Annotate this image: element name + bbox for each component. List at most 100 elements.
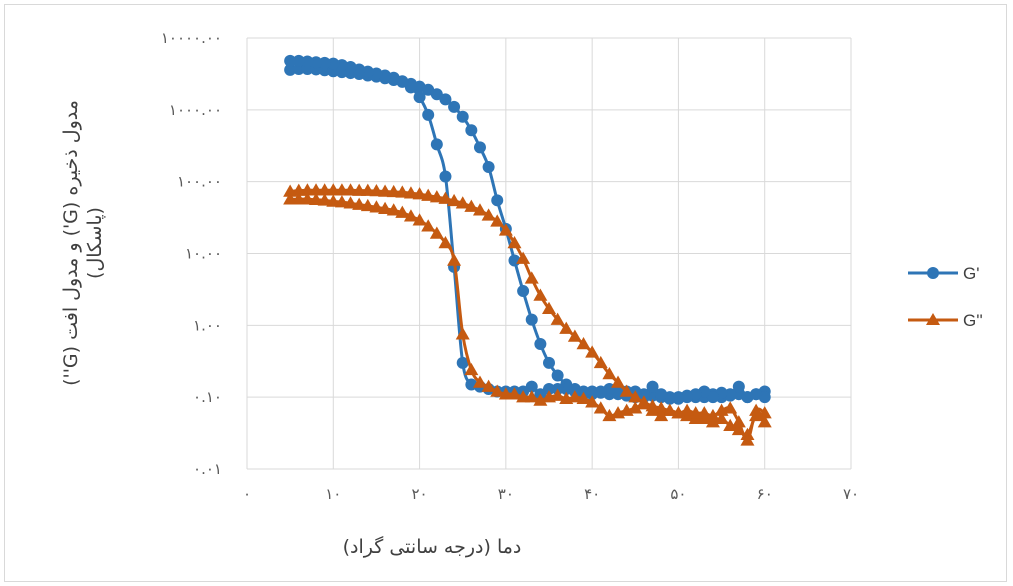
- data-point: [421, 219, 436, 232]
- data-point: [482, 161, 495, 174]
- data-point: [447, 193, 462, 207]
- series-g-prime: [284, 54, 771, 405]
- data-point: [662, 403, 677, 416]
- data-point: [464, 362, 479, 376]
- y-axis-title-line2: (پاسکال): [84, 207, 106, 279]
- data-point: [447, 253, 462, 266]
- data-point: [456, 110, 469, 123]
- data-point: [551, 369, 564, 382]
- data-point: [636, 397, 651, 410]
- data-point: [403, 186, 418, 199]
- data-point: [723, 418, 738, 432]
- data-point: [542, 301, 556, 315]
- data-point: [740, 433, 755, 446]
- legend-item-g-prime: G': [908, 264, 979, 283]
- x-tick-label: ۳۰: [498, 485, 514, 503]
- data-point: [481, 379, 496, 392]
- data-point: [490, 214, 505, 227]
- y-tick-label: ۰.۰۱: [193, 460, 222, 478]
- data-point: [706, 391, 719, 404]
- data-point: [507, 236, 522, 249]
- chart-svg: ۰ ۱۰ ۲۰ ۳۰ ۴۰ ۵۰ ۶۰ ۷۰ ۰.۰۱ ۰.۱۰ ۱.۰۰ ۱۰.۰۰ ۱۰۰.۰۰ ۱۰…: [60, 29, 983, 558]
- data-point: [654, 408, 669, 422]
- data-point: [593, 401, 608, 414]
- data-point: [395, 185, 410, 198]
- data-point: [602, 367, 617, 380]
- x-tick-label: ۱۰: [325, 485, 341, 503]
- y-axis-title: مدول ذخیره (G') و مدول افت (G'') (پاسکال…: [60, 100, 106, 386]
- data-point: [369, 184, 384, 197]
- series-g-double-prime: [283, 183, 772, 446]
- data-point: [438, 236, 453, 249]
- data-point: [723, 401, 738, 414]
- data-point: [318, 56, 331, 69]
- data-point: [343, 183, 358, 196]
- series-line: [290, 59, 766, 401]
- data-point: [714, 403, 729, 416]
- data-point: [585, 345, 600, 358]
- data-point: [550, 388, 565, 401]
- data-point: [472, 203, 487, 216]
- data-point: [611, 406, 626, 419]
- chart-frame: ۰ ۱۰ ۲۰ ۳۰ ۴۰ ۵۰ ۶۰ ۷۰ ۰.۰۱ ۰.۱۰ ۱.۰۰ ۱۰.۰۰ ۱۰۰.۰۰ ۱۰…: [4, 4, 1007, 582]
- data-point: [386, 184, 401, 198]
- data-point: [543, 382, 555, 395]
- data-point: [628, 390, 643, 403]
- data-point: [430, 88, 443, 101]
- data-point: [543, 356, 555, 369]
- data-point: [421, 188, 436, 201]
- x-tick-label: ۵۰: [670, 485, 686, 503]
- data-point: [439, 93, 452, 106]
- data-point: [533, 393, 548, 406]
- data-point: [559, 391, 574, 405]
- data-point: [412, 187, 427, 200]
- x-tick-label: ۰: [243, 485, 251, 503]
- data-point: [301, 55, 314, 68]
- data-point: [464, 199, 479, 212]
- legend-marker-g-double-prime: [926, 313, 940, 325]
- data-point: [576, 336, 591, 350]
- data-point: [646, 380, 659, 393]
- data-point: [645, 403, 660, 416]
- tick-layer: ۰ ۱۰ ۲۰ ۳۰ ۴۰ ۵۰ ۶۰ ۷۰ ۰.۰۱ ۰.۱۰ ۱.۰۰ ۱۰.۰۰ ۱۰۰.۰۰ ۱۰…: [161, 29, 859, 503]
- data-point: [602, 408, 617, 422]
- x-tick-label: ۶۰: [757, 485, 773, 503]
- data-point: [422, 108, 435, 121]
- data-point: [731, 415, 746, 428]
- y-tick-label: ۰.۱۰: [193, 388, 222, 406]
- data-point: [455, 196, 470, 209]
- data-point: [429, 226, 444, 239]
- x-tick-label: ۲۰: [412, 485, 428, 503]
- data-point: [292, 54, 305, 67]
- data-point: [378, 184, 393, 197]
- legend-marker-g-prime: [927, 267, 939, 279]
- data-point: [749, 403, 764, 416]
- data-point: [498, 223, 513, 236]
- series-line: [289, 67, 766, 401]
- x-tick-label: ۴۰: [584, 485, 600, 503]
- data-point: [550, 312, 565, 325]
- data-point: [473, 141, 486, 154]
- data-point: [481, 208, 496, 221]
- data-point: [705, 415, 720, 428]
- data-point: [404, 81, 417, 94]
- y-tick-label: ۱۰۰۰.۰۰: [169, 101, 222, 119]
- data-point: [413, 91, 426, 104]
- data-point: [524, 271, 539, 284]
- data-point: [465, 124, 478, 137]
- data-point: [654, 401, 669, 414]
- data-point: [534, 337, 547, 350]
- data-point: [619, 403, 634, 416]
- data-point: [567, 390, 582, 403]
- data-point: [655, 388, 668, 401]
- data-point: [360, 183, 375, 196]
- data-point: [455, 327, 470, 340]
- data-point: [586, 388, 599, 401]
- data-point: [429, 190, 444, 203]
- x-tick-label: ۷۰: [843, 485, 859, 503]
- series-layer: [283, 54, 772, 446]
- y-tick-label: ۱.۰۰: [193, 316, 222, 334]
- data-point: [757, 415, 772, 428]
- data-point: [438, 191, 453, 204]
- data-point: [472, 375, 487, 388]
